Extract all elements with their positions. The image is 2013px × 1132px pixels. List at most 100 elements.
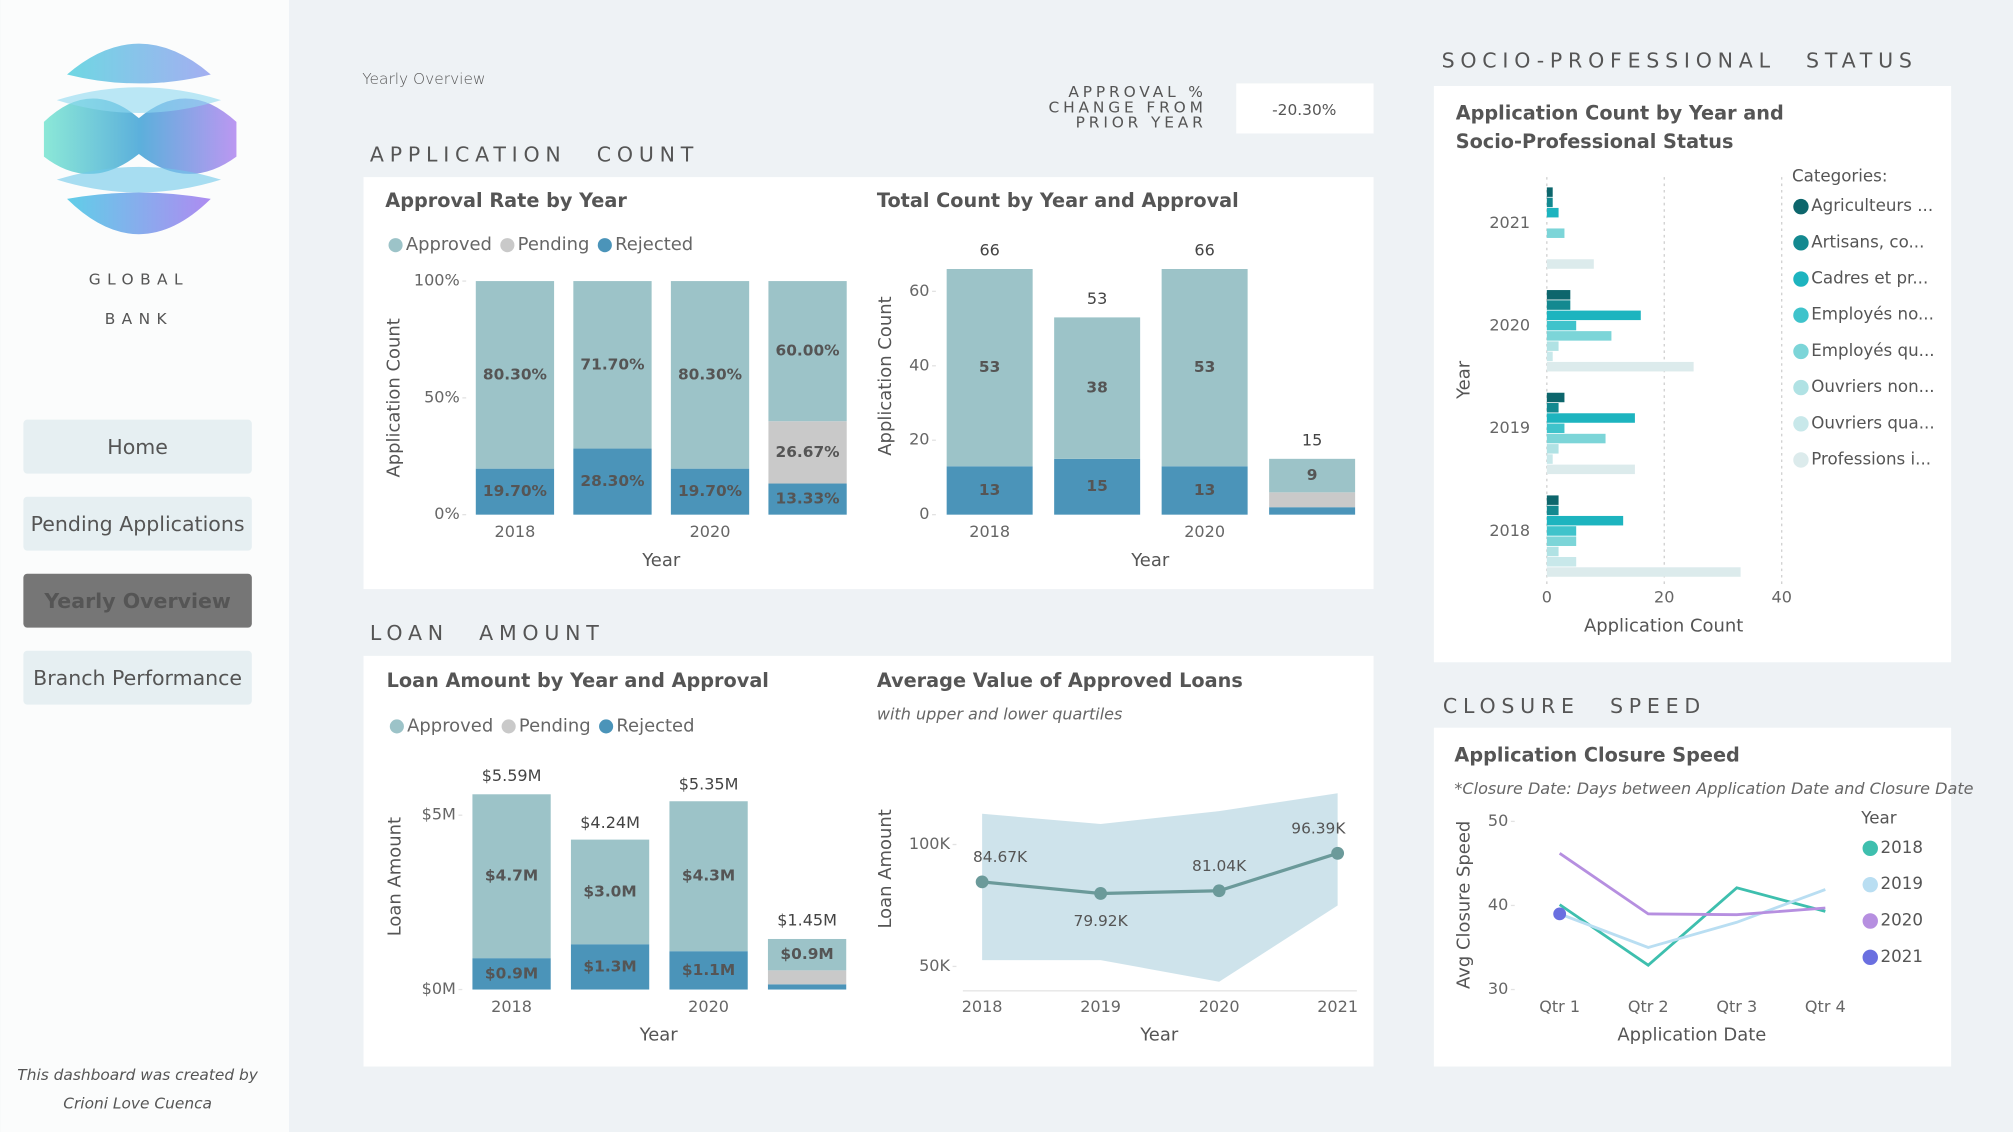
x-tick-label: Qtr 2 (1628, 997, 1669, 1016)
bar-segment (475, 281, 555, 469)
nav-button-bg (23, 419, 252, 474)
legend-label: Ouvriers qua... (1811, 413, 1934, 432)
nav-button[interactable]: Pending Applications (23, 496, 252, 551)
bar (1546, 444, 1559, 454)
value-label: $1.1M (682, 961, 735, 979)
total-label: $4.24M (580, 813, 640, 832)
y-axis-title: Loan Amount (875, 809, 896, 928)
x-tick-label: 2020 (688, 997, 729, 1016)
credit: Crioni Love Cuenca (63, 1094, 212, 1112)
x-tick-label: 2018 (962, 997, 1003, 1016)
x-axis-title: Application Count (1584, 615, 1743, 636)
bar (1546, 526, 1577, 536)
total-label: 53 (1087, 289, 1107, 308)
legend-marker (1793, 307, 1809, 323)
x-axis-title: Year (1139, 1025, 1179, 1046)
value-label: 80.30% (678, 365, 742, 383)
legend-label: Professions i... (1811, 449, 1931, 468)
x-tick-label: Qtr 1 (1539, 997, 1580, 1016)
x-axis-title: Year (1130, 550, 1170, 571)
bar (1546, 567, 1741, 577)
bar-segment (669, 951, 748, 990)
chart-title: Socio-Professional Status (1456, 130, 1734, 153)
value-label: $0.9M (780, 945, 833, 963)
value-label: 81.04K (1192, 857, 1247, 875)
y-tick-label: 2019 (1489, 418, 1530, 437)
value-label: 53 (979, 358, 1000, 376)
value-label: 19.70% (483, 482, 547, 500)
total-label: 66 (979, 241, 999, 260)
bar-segment (670, 281, 750, 469)
bar (1546, 300, 1571, 310)
legend-marker (1862, 913, 1878, 929)
x-tick-label: 2018 (495, 522, 536, 541)
nav-label: Home (107, 435, 168, 459)
legend-marker (500, 238, 515, 253)
chart-title: Approval Rate by Year (385, 189, 627, 212)
legend-marker (388, 238, 403, 253)
bar (1546, 454, 1553, 464)
nav-label: Branch Performance (33, 666, 242, 690)
bar-segment (1054, 458, 1141, 515)
y-tick-label: 50% (424, 387, 460, 406)
legend-label: Agriculteurs ... (1811, 196, 1933, 215)
chart-title: Average Value of Approved Loans (877, 669, 1243, 692)
bar (1546, 351, 1553, 362)
value-label: 80.30% (483, 365, 547, 383)
x-tick-label: 20 (1654, 588, 1674, 607)
x-tick-label: 2020 (1184, 522, 1225, 541)
legend-label: Approved (406, 234, 492, 255)
y-tick-label: $0M (422, 979, 456, 998)
kpi-label: CHANGE FROM (1049, 98, 1207, 116)
bar (1546, 361, 1694, 372)
bar (1546, 403, 1559, 413)
x-tick-label: 2018 (969, 522, 1010, 541)
x-tick-label: 2020 (690, 522, 731, 541)
legend-marker (1793, 198, 1809, 215)
legend-label: Rejected (616, 715, 694, 736)
bar (1546, 207, 1559, 218)
x-axis-title: Year (641, 550, 681, 571)
value-label: 60.00% (776, 342, 840, 360)
value-label: 96.39K (1291, 819, 1346, 837)
chart-title: Application Closure Speed (1454, 743, 1739, 766)
nav-button-bg (23, 650, 252, 705)
y-tick-label: 0 (919, 504, 929, 523)
bar-segment (1161, 269, 1248, 467)
bar-segment (767, 938, 847, 971)
y-tick-label: 40 (909, 355, 929, 374)
nav-button[interactable]: Yearly Overview (23, 573, 252, 628)
total-label: 15 (1302, 430, 1322, 449)
legend-marker (501, 719, 516, 734)
y-tick-label: 2018 (1489, 521, 1530, 540)
brand-name: GLOBAL (89, 270, 189, 288)
bar-segment (669, 801, 748, 952)
bar-segment (472, 794, 551, 959)
point (1331, 846, 1345, 860)
legend-label: Employés qu... (1811, 341, 1934, 360)
legend-marker (597, 238, 612, 253)
y-tick-label: 100K (909, 834, 951, 853)
bar (1546, 433, 1606, 444)
value-label: $0.9M (485, 964, 538, 982)
bar-segment (946, 269, 1033, 467)
y-tick-label: 2020 (1489, 315, 1530, 334)
bar-segment (1269, 492, 1356, 508)
x-axis-title: Year (639, 1025, 679, 1046)
card (1433, 727, 1952, 1067)
chart-subtitle: *Closure Date: Days between Application … (1454, 779, 1973, 798)
legend-label: 2020 (1881, 911, 1923, 930)
nav-button[interactable]: Home (23, 419, 252, 474)
x-tick-label: 2021 (1317, 997, 1358, 1016)
chart-title: Application Count by Year and (1456, 102, 1784, 125)
legend-label: 2021 (1881, 947, 1923, 966)
bar-segment (768, 483, 847, 515)
y-tick-label: 30 (1488, 979, 1508, 998)
legend-label: 2019 (1881, 874, 1923, 893)
point (975, 875, 989, 889)
nav-button[interactable]: Branch Performance (23, 650, 252, 705)
x-tick-label: 2020 (1199, 997, 1240, 1016)
legend-label: Pending (518, 234, 590, 255)
bar (1546, 505, 1559, 516)
legend-marker (1793, 452, 1809, 468)
